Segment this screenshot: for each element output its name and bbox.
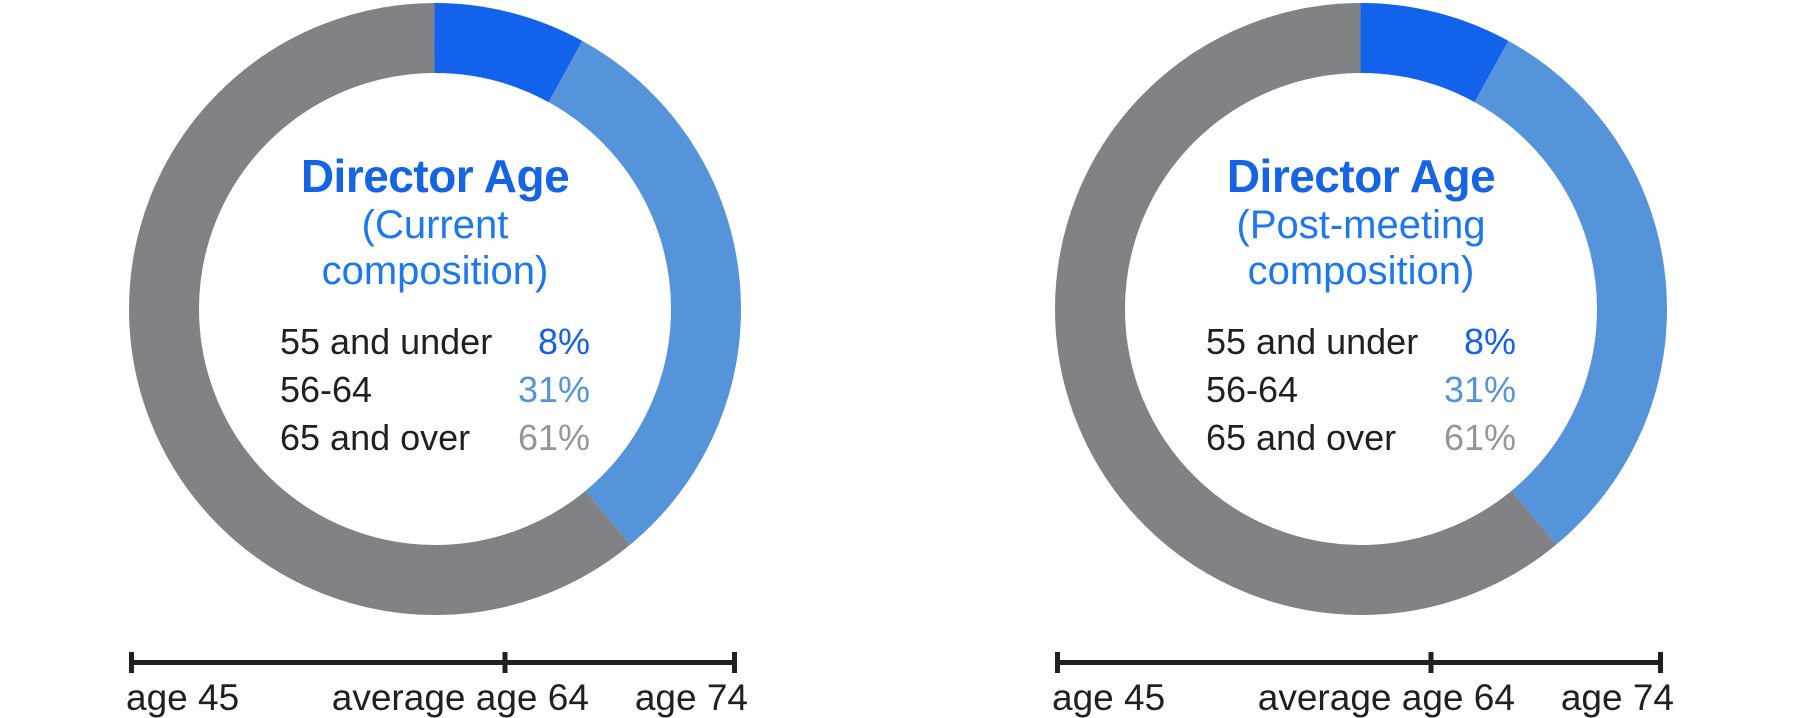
donut-center-text: Director Age (Current composition) (185, 150, 685, 294)
legend-value: 31% (517, 369, 590, 410)
chart-director-age-current: Director Age (Current composition) 55 an… (125, 0, 748, 718)
legend-value: 31% (1443, 369, 1516, 410)
legend-label: 55 and under (280, 321, 493, 362)
chart-subtitle-line1: (Post-meeting (1236, 203, 1486, 247)
donut-center-text: Director Age (Post-meeting composition) (1111, 150, 1611, 294)
age-axis: age 45 average age 64 age 74 (1052, 652, 1674, 718)
legend-label: 56-64 (1206, 369, 1299, 410)
legend-row: 56-64 31% (280, 366, 590, 414)
donut-ring (1055, 3, 1667, 615)
axis-labels: age 45 average age 64 age 74 (1052, 677, 1674, 718)
chart-subtitle-line2: composition) (321, 249, 549, 293)
legend-row: 55 and under 8% (1206, 318, 1516, 366)
donut-segment-65-and-over (1055, 3, 1667, 615)
axis-label-average: average age 64 (1257, 677, 1515, 718)
age-axis-line (1055, 660, 1663, 665)
age-axis-line (129, 660, 737, 665)
legend-row: 56-64 31% (1206, 366, 1516, 414)
legend-value: 8% (1463, 321, 1516, 362)
donut-segment-56-64 (129, 3, 741, 615)
age-axis: age 45 average age 64 age 74 (126, 652, 748, 718)
axis-tick-max (732, 652, 737, 673)
donut-ring (129, 3, 741, 615)
donut-segment-65-and-over (129, 3, 741, 615)
donut-legend: 55 and under 8% 56-64 31% 65 and over 61… (1206, 318, 1516, 462)
axis-tick-max (1658, 652, 1663, 673)
legend-label: 55 and under (1206, 321, 1419, 362)
legend-row: 65 and over 61% (1206, 414, 1516, 462)
axis-tick-average (502, 652, 508, 673)
donut-legend: 55 and under 8% 56-64 31% 65 and over 61… (280, 318, 590, 462)
legend-label: 65 and over (280, 417, 471, 458)
axis-labels: age 45 average age 64 age 74 (126, 677, 748, 718)
axis-tick-min (1055, 652, 1060, 673)
chart-subtitle-line2: composition) (1247, 249, 1475, 293)
legend-value: 8% (537, 321, 590, 362)
chart-title: Director Age (300, 150, 570, 202)
chart-subtitle-line1: (Current (361, 203, 509, 247)
donut-segment-56-64 (1055, 3, 1667, 615)
legend-row: 55 and under 8% (280, 318, 590, 366)
chart-director-age-post-meeting: Director Age (Post-meeting composition) … (1051, 0, 1674, 718)
legend-label: 56-64 (280, 369, 373, 410)
legend-value: 61% (1443, 417, 1516, 458)
axis-label-max: age 74 (634, 677, 748, 718)
legend-value: 61% (517, 417, 590, 458)
legend-row: 65 and over 61% (280, 414, 590, 462)
axis-tick-average (1428, 652, 1434, 673)
axis-label-min: age 45 (1052, 677, 1166, 718)
axis-tick-min (129, 652, 134, 673)
legend-label: 65 and over (1206, 417, 1397, 458)
chart-title: Director Age (1226, 150, 1496, 202)
axis-label-average: average age 64 (331, 677, 589, 718)
axis-label-max: age 74 (1560, 677, 1674, 718)
axis-label-min: age 45 (126, 677, 240, 718)
